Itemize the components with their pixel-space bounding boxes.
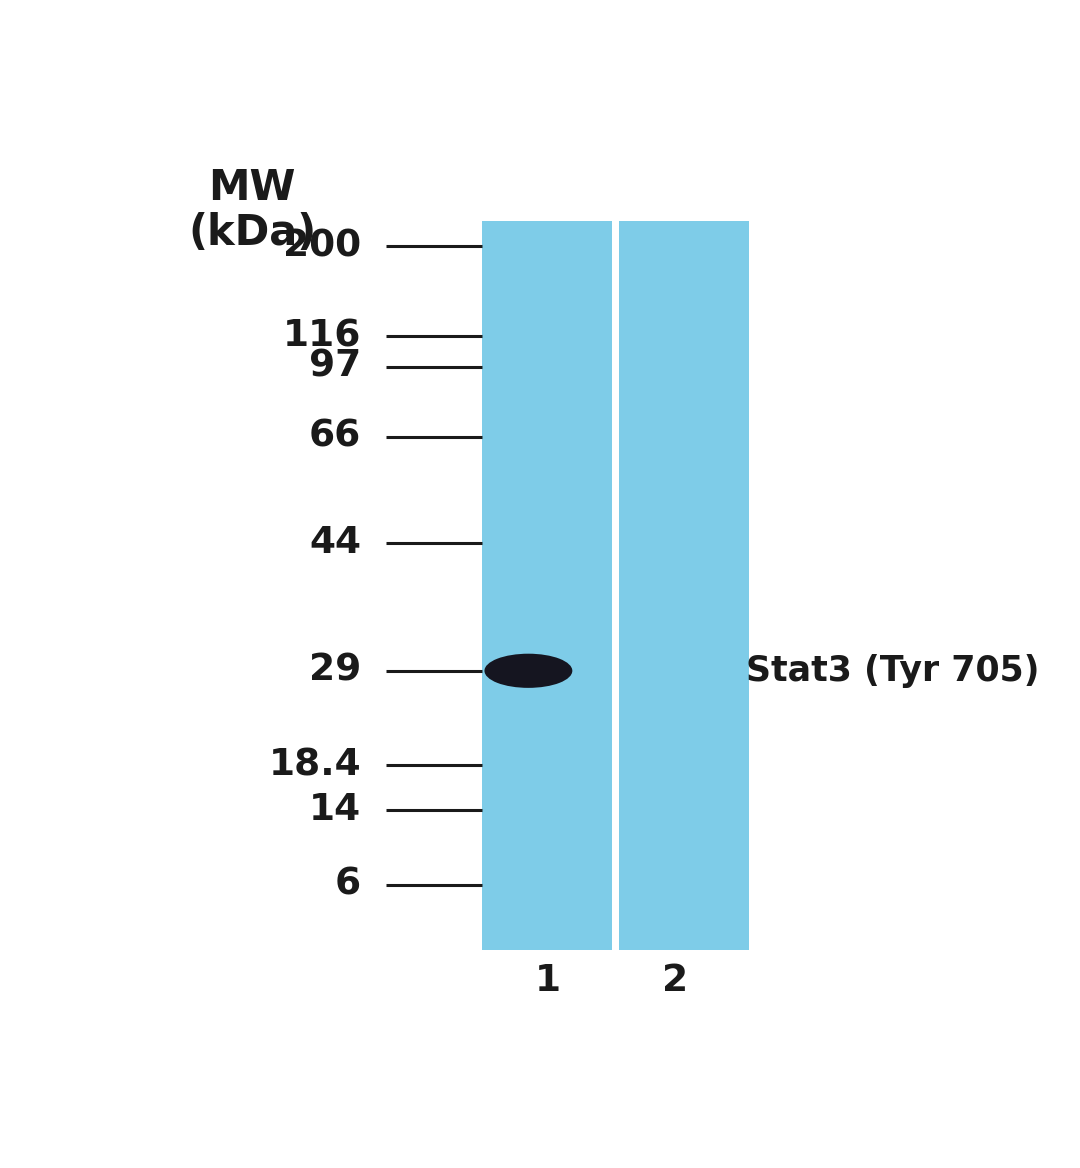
Text: 18.4: 18.4 bbox=[268, 748, 361, 784]
Text: 116: 116 bbox=[283, 318, 361, 354]
Text: 29: 29 bbox=[309, 653, 361, 689]
Ellipse shape bbox=[485, 654, 572, 688]
Text: 66: 66 bbox=[309, 419, 361, 456]
Bar bbox=[483, 221, 612, 950]
Text: Stat3 (Tyr 705): Stat3 (Tyr 705) bbox=[746, 654, 1040, 688]
Text: 97: 97 bbox=[309, 349, 361, 384]
Text: 14: 14 bbox=[309, 792, 361, 828]
Text: 1: 1 bbox=[535, 964, 561, 999]
Text: MW
(kDa): MW (kDa) bbox=[188, 167, 316, 255]
Text: 2: 2 bbox=[662, 964, 688, 999]
Bar bbox=[619, 221, 748, 950]
Text: 44: 44 bbox=[309, 526, 361, 561]
Text: 200: 200 bbox=[283, 228, 361, 264]
Text: 6: 6 bbox=[335, 867, 361, 903]
